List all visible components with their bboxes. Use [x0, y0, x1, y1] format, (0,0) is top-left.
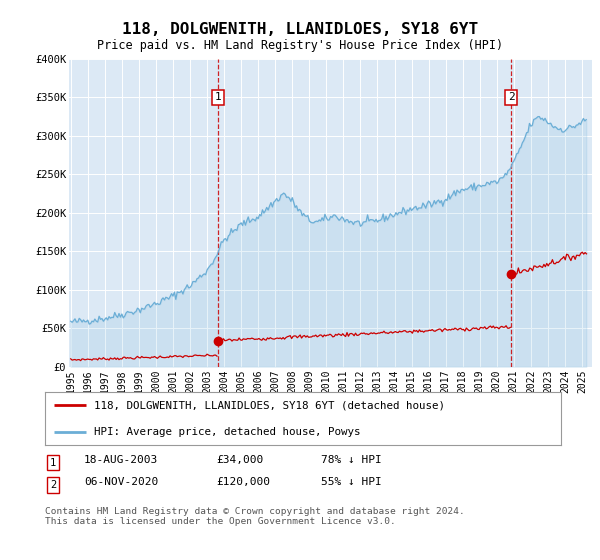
- Text: 118, DOLGWENITH, LLANIDLOES, SY18 6YT (detached house): 118, DOLGWENITH, LLANIDLOES, SY18 6YT (d…: [94, 400, 445, 410]
- Text: Price paid vs. HM Land Registry's House Price Index (HPI): Price paid vs. HM Land Registry's House …: [97, 39, 503, 52]
- Text: 1: 1: [214, 92, 221, 102]
- Text: 2: 2: [50, 480, 56, 490]
- Text: HPI: Average price, detached house, Powys: HPI: Average price, detached house, Powy…: [94, 427, 361, 437]
- Text: 78% ↓ HPI: 78% ↓ HPI: [321, 455, 382, 465]
- Text: 1: 1: [50, 458, 56, 468]
- Text: 18-AUG-2003: 18-AUG-2003: [84, 455, 158, 465]
- Text: 55% ↓ HPI: 55% ↓ HPI: [321, 477, 382, 487]
- Text: 2: 2: [508, 92, 515, 102]
- Text: 06-NOV-2020: 06-NOV-2020: [84, 477, 158, 487]
- Text: £34,000: £34,000: [216, 455, 263, 465]
- Text: 118, DOLGWENITH, LLANIDLOES, SY18 6YT: 118, DOLGWENITH, LLANIDLOES, SY18 6YT: [122, 22, 478, 38]
- Text: £120,000: £120,000: [216, 477, 270, 487]
- Text: Contains HM Land Registry data © Crown copyright and database right 2024.
This d: Contains HM Land Registry data © Crown c…: [45, 507, 465, 526]
